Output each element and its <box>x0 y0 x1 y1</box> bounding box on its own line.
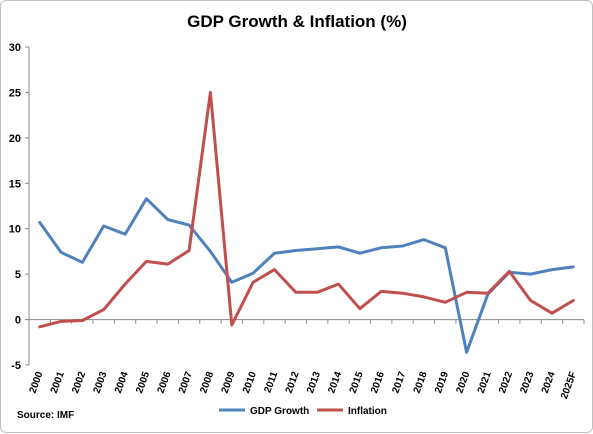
y-tick-label: 0 <box>15 315 21 327</box>
x-tick-label: 2001 <box>49 370 67 395</box>
x-tick-label: 2004 <box>113 370 131 395</box>
y-tick-label: 15 <box>9 178 21 190</box>
legend-label: GDP Growth <box>250 406 309 417</box>
x-tick-label: 2020 <box>454 370 472 395</box>
y-tick-label: 25 <box>9 87 21 99</box>
series-lines <box>38 90 575 354</box>
x-tick-label: 2012 <box>284 370 302 395</box>
x-tick-label: 2021 <box>476 370 494 395</box>
x-tick-label: 2013 <box>305 370 323 395</box>
x-tick-label: 2008 <box>198 370 216 395</box>
series-line-0 <box>38 197 575 354</box>
x-tick-label: 2000 <box>28 370 46 395</box>
x-tick-label: 2025F <box>559 370 579 400</box>
x-tick-label: 2009 <box>220 370 238 395</box>
y-tick-label: 20 <box>9 133 21 145</box>
legend: GDP Growth Inflation <box>219 406 387 417</box>
chart-title: GDP Growth & Inflation (%) <box>187 12 407 31</box>
y-tick-label: 30 <box>9 42 21 54</box>
x-tick-label: 2003 <box>92 370 110 395</box>
x-tick-label: 2011 <box>263 370 281 395</box>
x-tick-label: 2014 <box>326 370 344 395</box>
x-tick-label: 2005 <box>134 370 152 395</box>
x-tick-label: 2002 <box>70 370 88 395</box>
x-tick-label: 2023 <box>519 370 537 395</box>
x-tick-label: 2017 <box>390 370 408 395</box>
y-tick-label: 5 <box>15 269 21 281</box>
x-tick-label: 2018 <box>412 370 430 395</box>
y-axis: -5 0 5 10 15 20 25 30 <box>9 42 29 372</box>
y-tick-label: -5 <box>11 360 21 372</box>
x-axis: 2000 2001 2002 2003 2004 2005 2006 2007 2008 2009… <box>28 319 585 401</box>
x-tick-label: 2010 <box>241 370 259 395</box>
x-tick-label: 2016 <box>369 370 387 395</box>
x-tick-label: 2019 <box>433 370 451 395</box>
x-tick-label: 2024 <box>540 370 558 395</box>
x-tick-label: 2007 <box>177 370 195 395</box>
x-tick-label: 2015 <box>348 370 366 395</box>
source-note: Source: IMF <box>17 410 74 421</box>
series-line-1 <box>38 90 575 329</box>
y-tick-label: 10 <box>9 224 21 236</box>
x-tick-label: 2006 <box>156 370 174 395</box>
x-tick-label: 2022 <box>497 370 515 395</box>
legend-label: Inflation <box>348 406 387 417</box>
